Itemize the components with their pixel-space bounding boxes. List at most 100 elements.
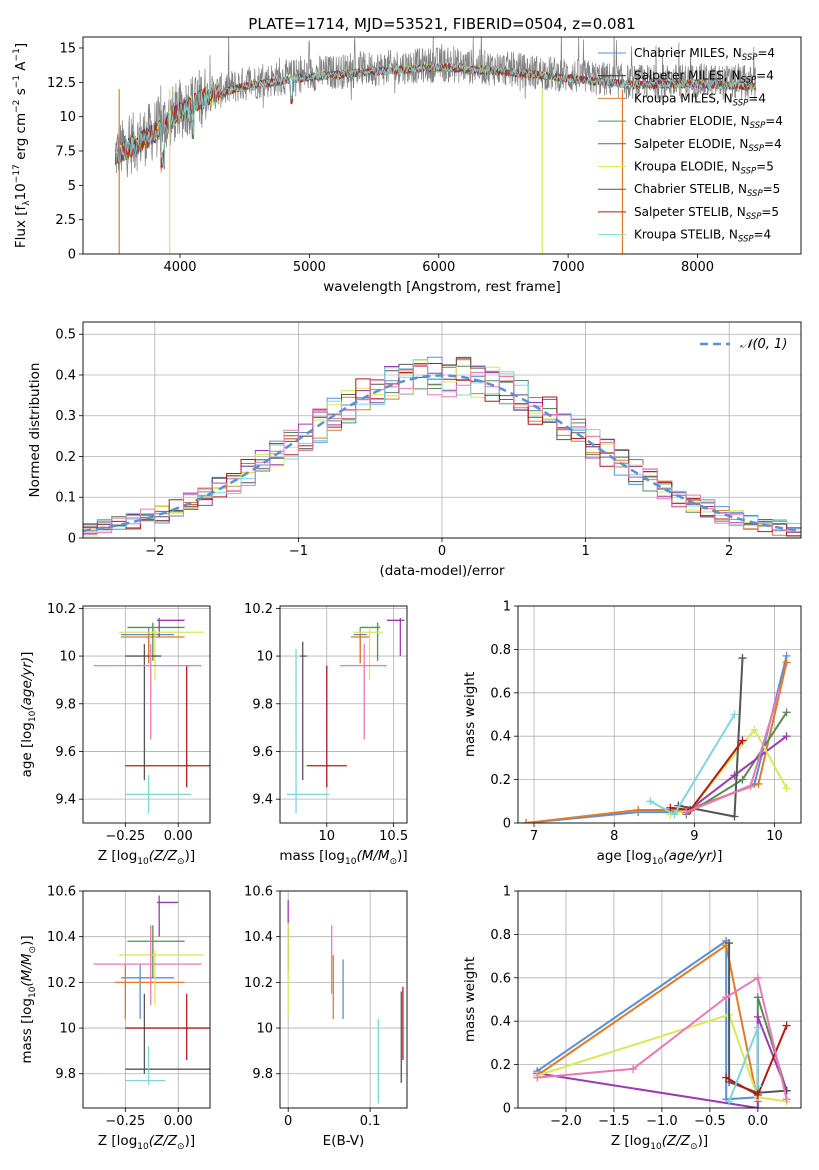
x-tick-label: 10 <box>766 829 783 844</box>
y-tick-label: 0.2 <box>490 773 511 788</box>
y-tick-label: 2.5 <box>55 213 76 228</box>
massweight-vs-age-panel: 7 8 9 10 0 0.2 0.4 0.6 0.8 1 age [log10(age/yr)] ma… <box>462 600 802 867</box>
data-point-marker <box>722 993 731 1002</box>
x-tick-label: 7000 <box>552 260 585 275</box>
data-point-marker <box>634 805 643 814</box>
y-tick-label: 9.6 <box>252 745 273 760</box>
x-tick-label: 10.5 <box>379 829 408 844</box>
mass-vs-Z-panel: −0.25 0.00 9.8 10 10.2 10.4 10.6 Z [log10(Z/Z⊙)… <box>19 885 211 1152</box>
normal-curve <box>83 374 801 533</box>
x-tick-label: 0.0 <box>747 1114 768 1129</box>
data-point-marker <box>730 812 739 821</box>
y-tick-label: 12.5 <box>47 76 76 91</box>
age-vs-mass-panel: 10 10.5 9.4 9.6 9.8 10 10.2 mass [log10(M/M⊙)] <box>244 602 408 867</box>
age-vs-Z-panel: −0.25 0.00 9.4 9.6 9.8 10 10.2 Z [log10(Z/Z⊙)] a… <box>19 602 211 867</box>
spectrum-plot <box>114 37 757 254</box>
grid <box>83 890 210 1108</box>
x-tick-label: −0.25 <box>105 1114 145 1129</box>
y-tick-label: 0.4 <box>490 1015 511 1030</box>
model-fit-line <box>114 63 757 168</box>
legend-label: Chabrier STELIB, NSSP=5 <box>634 182 780 199</box>
data-point-marker <box>722 1073 731 1082</box>
y-tick-label: 7.5 <box>55 144 76 159</box>
x-tick-label: 0.1 <box>360 1114 381 1129</box>
y-tick-label: 9.4 <box>252 793 273 808</box>
data-point-marker <box>782 708 791 717</box>
y-tick-label: 9.6 <box>55 745 76 760</box>
y-axis-label: Flux [fλ10−17 erg cm−2 s−1 A−1] <box>12 43 32 248</box>
y-tick-label: 0 <box>68 248 76 263</box>
data-point-marker <box>753 1104 762 1108</box>
legend-label: 𝒩(0, 1) <box>740 337 787 352</box>
data-point-marker <box>738 736 747 745</box>
y-tick-label: 10 <box>59 650 76 665</box>
data-point-marker <box>782 658 791 667</box>
y-tick-label: 10.2 <box>244 976 273 991</box>
observed-spectrum <box>114 37 757 178</box>
y-tick-label: 0.4 <box>55 368 76 383</box>
data-point-marker <box>533 1073 542 1082</box>
y-tick-label: 0.6 <box>490 686 511 701</box>
x-tick-label: −1.0 <box>646 1114 678 1129</box>
y-tick-label: 0.5 <box>55 328 76 343</box>
data-point-marker <box>782 732 791 741</box>
y-tick-label: 9.8 <box>252 1067 273 1082</box>
x-tick-label: 10 <box>319 829 336 844</box>
x-tick-label: 6000 <box>422 260 455 275</box>
x-axis-label: Z [log10(Z/Z⊙)] <box>611 1133 708 1152</box>
chart-title: PLATE=1714, MJD=53521, FIBERID=0504, z=0… <box>248 15 635 33</box>
y-tick-label: 1 <box>503 600 511 615</box>
legend-label: Chabrier MILES, NSSP=4 <box>634 46 775 63</box>
mass-weight-line <box>536 1013 787 1103</box>
data-point-marker <box>746 782 755 791</box>
x-axis-label: Z [log10(Z/Z⊙)] <box>98 1133 195 1152</box>
y-tick-label: 0 <box>503 817 511 832</box>
y-tick-label: 10.4 <box>47 930 76 945</box>
axes-frame <box>82 36 802 255</box>
residual-histogram <box>83 365 801 534</box>
legend-label: Salpeter STELIB, NSSP=5 <box>634 205 779 222</box>
axes-frame <box>82 321 802 539</box>
y-axis-label: Normed distribution <box>27 363 43 498</box>
x-tick-label: 8000 <box>681 260 714 275</box>
y-tick-label: 9.8 <box>55 1067 76 1082</box>
data-point-marker <box>725 939 734 948</box>
data-point-marker <box>738 654 747 663</box>
residuals-plot <box>83 356 801 537</box>
data-point-marker <box>753 1023 762 1032</box>
y-tick-label: 0.2 <box>55 450 76 465</box>
y-tick-label: 15 <box>59 41 76 56</box>
data-point-marker <box>670 810 679 819</box>
data-point-marker <box>754 779 763 788</box>
data-point-marker <box>682 808 691 817</box>
data-point-marker <box>753 993 762 1002</box>
y-tick-label: 10 <box>256 650 273 665</box>
x-tick-label: 5000 <box>293 260 326 275</box>
y-tick-label: 5 <box>68 179 76 194</box>
y-tick-label: 0.1 <box>55 491 76 506</box>
y-tick-label: 0.8 <box>490 643 511 658</box>
mass-vs-ebv-panel: 0 0.1 9.8 10 10.2 10.4 10.6 E(B-V) <box>244 885 408 1149</box>
legend-label: Kroupa MILES, NSSP=4 <box>634 91 766 108</box>
spectrum-legend: Chabrier MILES, NSSP=4 Salpeter MILES, NS… <box>598 46 783 245</box>
x-tick-label: 1 <box>581 544 589 559</box>
legend-label: Kroupa STELIB, NSSP=4 <box>634 228 771 245</box>
axes-frame <box>517 605 802 824</box>
x-tick-label: 0.00 <box>164 829 193 844</box>
mass-weight-line <box>525 662 788 823</box>
x-tick-label: 0 <box>438 544 446 559</box>
data-point-marker <box>782 1021 791 1030</box>
y-tick-label: 0.2 <box>490 1058 511 1073</box>
x-tick-label: 0.00 <box>164 1114 193 1129</box>
y-tick-label: 0.4 <box>490 730 511 745</box>
y-tick-label: 10 <box>256 1022 273 1037</box>
data-point-marker <box>753 1012 762 1021</box>
mass-weight-line <box>649 713 736 816</box>
axes-frame <box>279 605 408 824</box>
legend-label: Chabrier ELODIE, NSSP=4 <box>634 114 783 131</box>
y-axis-label: age [log10(age/yr)] <box>19 652 38 778</box>
y-axis-label: mass weight <box>462 957 478 1042</box>
x-axis-label: (data-model)/error <box>379 563 505 579</box>
y-axis-label: mass [log10(M/M⊙)] <box>19 935 38 1063</box>
y-tick-label: 10.6 <box>47 885 76 900</box>
